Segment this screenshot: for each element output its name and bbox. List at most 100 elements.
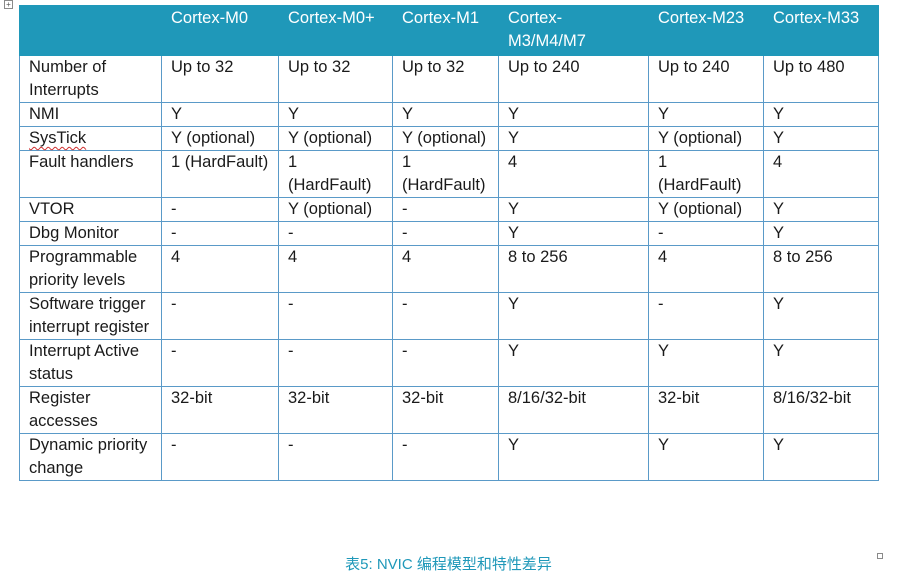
- value-cell: 4: [392, 245, 499, 293]
- value-cell: 8/16/32-bit: [763, 386, 879, 434]
- value-cell: Up to 480: [763, 55, 879, 103]
- header-cortex-m0: Cortex-M0: [161, 5, 279, 56]
- table-row: Interrupt Active status - - - Y Y Y: [19, 339, 879, 387]
- value-cell: 32-bit: [648, 386, 764, 434]
- value-cell: -: [161, 197, 279, 222]
- value-cell: 32-bit: [278, 386, 393, 434]
- feature-cell: Software trigger interrupt register: [19, 292, 162, 340]
- header-cortex-m0-plus: Cortex-M0+: [278, 5, 393, 56]
- value-cell: -: [161, 339, 279, 387]
- feature-cell: Fault handlers: [19, 150, 162, 198]
- feature-cell: Register accesses: [19, 386, 162, 434]
- value-cell: Y: [498, 221, 649, 246]
- value-cell: 4: [498, 150, 649, 198]
- header-cortex-m1: Cortex-M1: [392, 5, 499, 56]
- value-cell: -: [278, 339, 393, 387]
- value-cell: -: [161, 221, 279, 246]
- value-cell: -: [392, 433, 499, 481]
- feature-cell: Dbg Monitor: [19, 221, 162, 246]
- value-cell: Y: [648, 433, 764, 481]
- value-cell: 1 (HardFault): [392, 150, 499, 198]
- value-cell: 8/16/32-bit: [498, 386, 649, 434]
- value-cell: Y: [763, 339, 879, 387]
- value-cell: -: [392, 339, 499, 387]
- value-cell: Y: [498, 433, 649, 481]
- header-corner-cell: [19, 5, 162, 56]
- table-row: Fault handlers 1 (HardFault) 1 (HardFaul…: [19, 150, 879, 198]
- table-row: Programmable priority levels 4 4 4 8 to …: [19, 245, 879, 293]
- value-cell: Up to 240: [498, 55, 649, 103]
- value-cell: 32-bit: [392, 386, 499, 434]
- table-resize-handle[interactable]: [877, 553, 883, 559]
- value-cell: -: [392, 292, 499, 340]
- value-cell: -: [161, 433, 279, 481]
- value-cell: Y: [498, 126, 649, 151]
- value-cell: Up to 240: [648, 55, 764, 103]
- value-cell: Y: [498, 197, 649, 222]
- value-cell: Y: [161, 102, 279, 127]
- feature-cell: NMI: [19, 102, 162, 127]
- value-cell: -: [278, 292, 393, 340]
- value-cell: Y: [763, 102, 879, 127]
- value-cell: Y (optional): [161, 126, 279, 151]
- table-anchor-icon[interactable]: +: [4, 0, 13, 9]
- feature-cell: SysTick: [19, 126, 162, 151]
- value-cell: Y (optional): [648, 126, 764, 151]
- value-cell: Y (optional): [392, 126, 499, 151]
- value-cell: Y (optional): [278, 197, 393, 222]
- value-cell: 1 (HardFault): [278, 150, 393, 198]
- table-header-row: Cortex-M0 Cortex-M0+ Cortex-M1 Cortex-M3…: [19, 5, 879, 56]
- value-cell: -: [278, 433, 393, 481]
- value-cell: Y: [392, 102, 499, 127]
- nvic-comparison-table: Cortex-M0 Cortex-M0+ Cortex-M1 Cortex-M3…: [19, 5, 879, 481]
- feature-cell: VTOR: [19, 197, 162, 222]
- value-cell: 4: [763, 150, 879, 198]
- value-cell: Up to 32: [392, 55, 499, 103]
- feature-cell: Dynamic priority change: [19, 433, 162, 481]
- table-row: NMI Y Y Y Y Y Y: [19, 102, 879, 127]
- header-cortex-m23: Cortex-M23: [648, 5, 764, 56]
- value-cell: Y: [498, 102, 649, 127]
- value-cell: Y: [763, 433, 879, 481]
- table-row: SysTick Y (optional) Y (optional) Y (opt…: [19, 126, 879, 151]
- table-row: Dynamic priority change - - - Y Y Y: [19, 433, 879, 481]
- header-cortex-m3-m4-m7: Cortex-M3/M4/M7: [498, 5, 649, 56]
- value-cell: 4: [278, 245, 393, 293]
- value-cell: Y: [278, 102, 393, 127]
- feature-cell: Interrupt Active status: [19, 339, 162, 387]
- value-cell: Y: [498, 339, 649, 387]
- value-cell: Y: [648, 102, 764, 127]
- value-cell: Y: [763, 221, 879, 246]
- table-row: VTOR - Y (optional) - Y Y (optional) Y: [19, 197, 879, 222]
- value-cell: 4: [648, 245, 764, 293]
- value-cell: -: [392, 197, 499, 222]
- value-cell: 4: [161, 245, 279, 293]
- value-cell: -: [278, 221, 393, 246]
- value-cell: Y: [763, 126, 879, 151]
- value-cell: -: [161, 292, 279, 340]
- value-cell: 1 (HardFault): [648, 150, 764, 198]
- value-cell: 1 (HardFault): [161, 150, 279, 198]
- table-row: Dbg Monitor - - - Y - Y: [19, 221, 879, 246]
- value-cell: Y: [648, 339, 764, 387]
- value-cell: Y (optional): [648, 197, 764, 222]
- value-cell: -: [648, 292, 764, 340]
- value-cell: Y: [763, 292, 879, 340]
- value-cell: Y: [763, 197, 879, 222]
- value-cell: Y (optional): [278, 126, 393, 151]
- value-cell: 8 to 256: [498, 245, 649, 293]
- header-cortex-m33: Cortex-M33: [763, 5, 879, 56]
- value-cell: Up to 32: [161, 55, 279, 103]
- value-cell: 32-bit: [161, 386, 279, 434]
- value-cell: Y: [498, 292, 649, 340]
- value-cell: -: [392, 221, 499, 246]
- feature-label-systick: SysTick: [29, 129, 87, 147]
- value-cell: 8 to 256: [763, 245, 879, 293]
- table-row: Register accesses 32-bit 32-bit 32-bit 8…: [19, 386, 879, 434]
- value-cell: -: [648, 221, 764, 246]
- feature-cell: Number of Interrupts: [19, 55, 162, 103]
- table-row: Number of Interrupts Up to 32 Up to 32 U…: [19, 55, 879, 103]
- feature-cell: Programmable priority levels: [19, 245, 162, 293]
- value-cell: Up to 32: [278, 55, 393, 103]
- table-row: Software trigger interrupt register - - …: [19, 292, 879, 340]
